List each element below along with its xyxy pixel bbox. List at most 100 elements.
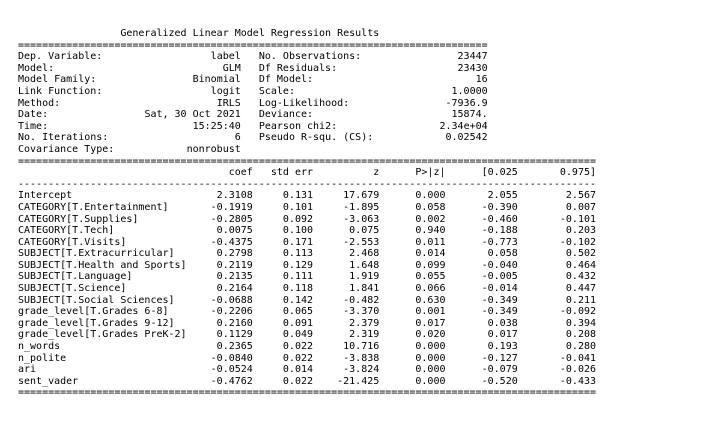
summary-right-label: Df Model: [258,74,314,86]
coef-value: 2.3108 [198,190,253,202]
summary-row: Method: IRLS Log-Likelihood: -7936.9 [18,98,596,110]
coef-value: -0.2805 [198,213,253,225]
coef-table-row: CATEGORY[T.Supplies] -0.2805 0.092 -3.06… [18,214,596,226]
summary-left-value: 6 [234,132,241,144]
coef-value: -21.425 [313,375,380,387]
coef-value: 0.2798 [198,248,253,260]
summary-row: Date: Sat, 30 Oct 2021 Deviance: 15874. [18,109,596,121]
coef-value: 0.014 [252,364,314,376]
coef-table-row: ari -0.0524 0.014 -3.824 0.000 -0.079 -0… [18,364,596,376]
coef-value: 0.066 [379,283,446,295]
coef-value: 0.208 [517,329,597,341]
coef-value: 0.038 [445,317,518,329]
coef-value: 0.211 [517,294,597,306]
coef-value: 0.630 [379,294,446,306]
coef-value: 2.379 [313,317,380,329]
coef-value: 0.432 [517,271,597,283]
coef-table-row: CATEGORY[T.Entertainment] -0.1919 0.101 … [18,202,596,214]
coef-value: 0.065 [252,306,314,318]
coef-value: 0.091 [252,317,314,329]
coef-table-row: grade_level[T.Grades 6-8] -0.2206 0.065 … [18,306,596,318]
coef-value: -0.390 [445,201,518,213]
summary-left-label: Date: [18,109,49,121]
coef-value: 17.679 [313,190,380,202]
coef-header-rule: ----------------------------------------… [18,178,596,190]
coef-value: 0.113 [252,248,314,260]
coef-table-row: grade_level[T.Grades PreK-2] 0.1129 0.04… [18,329,596,341]
coef-value: -0.4375 [198,236,253,248]
summary-left-value: Binomial [192,74,241,86]
coef-header-cell: z [313,167,380,179]
coef-value: 0.0075 [198,225,253,237]
summary-row: Model Family: Binomial Df Model: 16 [18,74,596,86]
summary-right-label: Log-Likelihood: [258,97,350,109]
summary-right-value: 16 [475,74,488,86]
coef-header-cell: [0.025 [445,167,518,179]
coef-value: 0.940 [379,225,446,237]
coef-value: -0.041 [517,352,597,364]
coef-term: CATEGORY[T.Supplies] [18,213,199,225]
summary-left-value: 15:25:40 [192,120,241,132]
coef-value: 0.100 [252,225,314,237]
coef-term: ari [18,364,199,376]
coef-value: 0.020 [379,329,446,341]
coef-value: 0.075 [313,225,380,237]
summary-left-value: GLM [222,62,241,74]
coef-value: -0.026 [517,364,597,376]
coef-term: CATEGORY[T.Entertainment] [18,201,199,213]
summary-left-label: Time: [18,120,49,132]
coef-value: 0.2164 [198,283,253,295]
coef-value: 2.319 [313,329,380,341]
coef-value: 0.447 [517,283,597,295]
coef-value: 1.919 [313,271,380,283]
coef-value: 0.2119 [198,259,253,271]
summary-right-value: 23430 [457,62,488,74]
coef-value: 1.648 [313,259,380,271]
coef-value: 0.2365 [198,341,253,353]
coef-value: -0.520 [445,375,518,387]
coef-value: 0.000 [379,352,446,364]
summary-left-label: Model: [18,62,55,74]
summary-left-value: nonrobust [186,143,241,155]
coef-value: 0.022 [252,375,314,387]
coef-table-row: sent_vader -0.4762 0.022 -21.425 0.000 -… [18,376,596,388]
summary-left-value: Sat, 30 Oct 2021 [144,109,241,121]
coef-header-cell: coef [198,167,253,179]
coef-table-row: SUBJECT[T.Health and Sports] 0.2119 0.12… [18,260,596,272]
summary-right-label: Pearson chi2: [258,120,338,132]
coef-value: 0.049 [252,329,314,341]
coef-value: 0.001 [379,306,446,318]
coef-value: 0.101 [252,201,314,213]
coef-value: -0.014 [445,283,518,295]
coef-table-row: Intercept 2.3108 0.131 17.679 0.000 2.05… [18,190,596,202]
summary-right-label: Df Residuals: [258,62,338,74]
coef-value: -0.1919 [198,201,253,213]
coef-value: 0.092 [252,213,314,225]
report-title-line: Generalized Linear Model Regression Resu… [18,28,380,39]
coef-value: -0.102 [517,236,597,248]
summary-left-label: Covariance Type: [18,143,115,155]
summary-row: Link Function: logit Scale: 1.0000 [18,86,596,98]
coef-header-row: coef std err z P>|z| [0.025 0.975] [18,167,596,179]
coef-table-row: SUBJECT[T.Language] 0.2135 0.111 1.919 0… [18,271,596,283]
coef-value: 0.007 [517,201,597,213]
coef-value: 0.131 [252,190,314,202]
coef-term: SUBJECT[T.Social Sciences] [18,294,199,306]
coef-value: -0.349 [445,306,518,318]
coef-value: 0.2135 [198,271,253,283]
summary-left-value: logit [210,85,241,97]
summary-right-value: 2.34e+04 [439,120,488,132]
coef-value: 0.464 [517,259,597,271]
coef-value: 2.055 [445,190,518,202]
summary-right-value: 23447 [457,51,488,63]
coef-value: 0.502 [517,248,597,260]
coef-value: -0.079 [445,364,518,376]
glm-regression-report: Generalized Linear Model Regression Resu… [18,28,596,399]
coef-value: -0.040 [445,259,518,271]
coef-value: 0.000 [379,364,446,376]
summary-right-value: 1.0000 [451,85,488,97]
coef-value: 2.468 [313,248,380,260]
coef-table-row: grade_level[T.Grades 9-12] 0.2160 0.091 … [18,318,596,330]
coef-value: -0.188 [445,225,518,237]
coef-value: 0.055 [379,271,446,283]
